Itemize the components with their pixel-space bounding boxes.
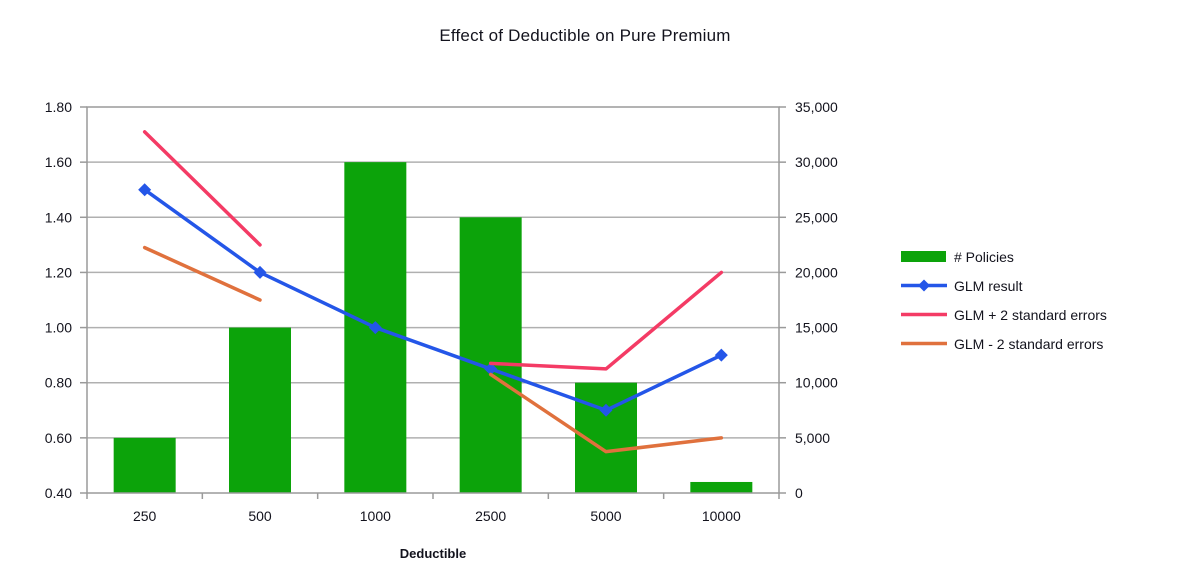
legend-swatch-glm-2-standard-errors <box>901 341 947 346</box>
legend-bar-swatch <box>901 251 946 262</box>
legend-item-policies: # Policies <box>901 242 1107 271</box>
right-tick-label-15-000: 15,000 <box>795 320 838 336</box>
right-tick-label-30-000: 30,000 <box>795 154 838 170</box>
x-axis-tick-labels: 250 500 1000 2500 5000 10000 <box>133 508 741 524</box>
x-tick-label-500: 500 <box>248 508 272 524</box>
legend: # Policies GLM result GLM + 2 standard err… <box>901 242 1107 358</box>
marker-5000 <box>599 403 613 417</box>
right-tick-label-5-000: 5,000 <box>795 430 830 446</box>
markers-glm-result <box>138 183 728 417</box>
marker-250 <box>138 183 152 197</box>
chart-title: Effect of Deductible on Pure Premium <box>439 26 731 45</box>
right-tick-label-20-000: 20,000 <box>795 264 838 280</box>
marker-1000 <box>368 321 382 335</box>
left-tick-label-0.40: 0.40 <box>45 485 72 501</box>
legend-swatch-glm-2-standard-errors <box>901 312 947 317</box>
bar-250 <box>113 437 176 493</box>
right-tick-label-0: 0 <box>795 485 803 501</box>
marker-10000 <box>714 348 728 362</box>
axis-tick-marks <box>80 106 786 499</box>
right-axis-tick-labels: 35,000 30,000 25,000 20,000 15,000 10,000 5,00… <box>795 99 838 501</box>
bar-500 <box>229 327 291 493</box>
left-tick-label-1.00: 1.00 <box>45 320 72 336</box>
line-segment <box>488 270 724 371</box>
line-segment <box>142 130 262 247</box>
left-tick-label-1.40: 1.40 <box>45 209 72 225</box>
legend-label-policies: # Policies <box>954 248 1014 265</box>
plot-border <box>86 106 780 494</box>
marker-500 <box>253 265 267 279</box>
right-tick-label-10-000: 10,000 <box>795 375 838 391</box>
line-glm-2-standard-errors <box>142 130 724 371</box>
x-tick-label-5000: 5000 <box>590 508 621 524</box>
legend-item-glm-2-standard-errors: GLM - 2 standard errors <box>901 329 1107 358</box>
left-tick-label-0.60: 0.60 <box>45 430 72 446</box>
x-tick-label-10000: 10000 <box>702 508 741 524</box>
left-tick-label-1.80: 1.80 <box>45 99 72 115</box>
legend-item-glm-result: GLM result <box>901 271 1107 300</box>
line-segment <box>488 372 724 454</box>
left-tick-label-0.80: 0.80 <box>45 375 72 391</box>
right-tick-label-25-000: 25,000 <box>795 209 838 225</box>
line-glm-result <box>142 187 724 413</box>
bar-2500 <box>459 217 522 494</box>
legend-marker-swatch <box>918 279 930 292</box>
x-tick-label-2500: 2500 <box>475 508 506 524</box>
line-segment <box>142 245 262 302</box>
x-tick-label-1000: 1000 <box>360 508 391 524</box>
left-axis-tick-labels: 1.80 1.60 1.40 1.20 1.00 0.80 0.60 0.40 <box>45 99 72 501</box>
right-tick-label-35-000: 35,000 <box>795 99 838 115</box>
left-tick-label-1.20: 1.20 <box>45 264 72 280</box>
bar-10000 <box>690 481 753 493</box>
legend-label-glm-2-standard-errors: GLM + 2 standard errors <box>954 306 1107 323</box>
line-glm-2-standard-errors <box>142 245 724 454</box>
x-tick-label-250: 250 <box>133 508 157 524</box>
x-axis-title: Deductible <box>399 546 467 561</box>
legend-label-glm-result: GLM result <box>954 277 1023 294</box>
legend-swatch-glm-result <box>901 279 947 292</box>
left-tick-label-1.60: 1.60 <box>45 154 72 170</box>
gridlines <box>87 161 779 439</box>
legend-swatch-policies <box>901 251 946 262</box>
marker-2500 <box>484 362 498 376</box>
legend-item-glm-2-standard-errors: GLM + 2 standard errors <box>901 300 1107 329</box>
line-segment <box>142 187 724 413</box>
legend-label-glm-2-standard-errors: GLM - 2 standard errors <box>954 335 1104 352</box>
